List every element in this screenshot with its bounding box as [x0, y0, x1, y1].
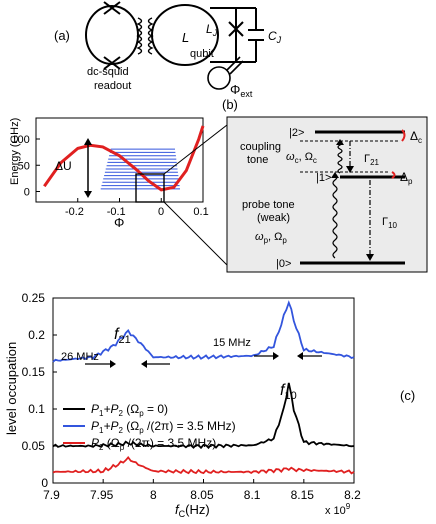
qubit-loop	[151, 4, 264, 66]
coupling-label-2: tone	[247, 154, 268, 166]
delta-p-label: Δp	[400, 170, 413, 186]
spectrum-ylabel: level occupation	[4, 342, 19, 435]
level-diagram-box	[226, 116, 428, 273]
panel-a: (a) L	[54, 1, 282, 99]
gamma10-label: Γ10	[382, 216, 398, 230]
gamma21-label: Γ21	[364, 153, 380, 167]
width-arrows	[85, 352, 322, 368]
label-qubit: qubit	[190, 48, 214, 60]
f10-label: f10	[280, 382, 297, 402]
zoom-line-bottom	[163, 201, 228, 266]
panel-a-tag: (a)	[54, 28, 70, 43]
label-phi-ext: Φext	[230, 82, 253, 99]
spectrum-xtick-label: 8	[150, 488, 157, 502]
width-21-label: 26 MHz	[61, 351, 99, 363]
potential-ytick-label: 100	[11, 134, 29, 146]
spectrum-lines	[52, 300, 355, 475]
deltaU-arrow	[84, 138, 92, 198]
spectrum-line-p1p2-no-probe	[52, 382, 355, 450]
coupling-label-1: coupling	[240, 141, 281, 153]
panel-c-tag: (c)	[400, 388, 415, 403]
probe-arrowhead	[331, 172, 339, 178]
gamma10-arrowhead	[366, 254, 374, 261]
label-dc-squid: dc-squid	[87, 66, 129, 78]
spectrum-ytick-label: 0	[41, 476, 48, 490]
flux-coil	[207, 56, 244, 90]
deltaU-label: ΔU	[55, 159, 72, 173]
potential-xtick-label: -0.2	[65, 206, 84, 218]
panel-b: (b) -0.2 -0.1 0 0.1 0 50 100 Energy (GHz) Φ ΔU	[9, 97, 238, 266]
spectrum-xtick-label: 8.05	[190, 488, 214, 502]
legend-entry: P1+P2 (Ωp = 0)	[91, 402, 168, 418]
spectrum-xlabel: fC(Hz)	[175, 502, 210, 519]
probe-wavy-arrow	[332, 173, 338, 259]
potential-xtick-label: 0	[158, 206, 164, 218]
delta-c-label: Δc	[410, 129, 422, 145]
spectrum-xtick-label: 8.2	[344, 488, 361, 502]
potential-xtick-label: 0.1	[193, 206, 208, 218]
potential-xtick-label: -0.1	[107, 206, 126, 218]
label-CJ: CJ	[268, 29, 282, 45]
spectrum-xtick-label: 7.9	[43, 488, 60, 502]
delta-c-bracket	[401, 129, 406, 142]
spectrum-xtick-label: 8.15	[291, 488, 315, 502]
spectrum-xtick-label: 7.95	[90, 488, 114, 502]
level-1-label: |1>	[316, 172, 331, 184]
probe-label-1: probe tone	[242, 199, 295, 211]
potential-ticks: -0.2 -0.1 0 0.1 0 50 100	[11, 134, 208, 218]
dc-squid-loop	[85, 1, 139, 70]
level-2-label: |2>	[289, 127, 304, 139]
coupling-wavy-arrow	[337, 140, 343, 174]
spectrum-ticks: 7.9 7.95 8 8.05 8.1 8.15 8.2 0 0.05 0.1 0.15 0.2 0.2…	[22, 291, 362, 502]
level-0-label: |0>	[276, 258, 291, 270]
panel-b-tag: (b)	[222, 97, 238, 112]
label-L: L	[182, 30, 189, 45]
width-10-label: 15 MHz	[213, 337, 251, 349]
label-readout: readout	[94, 80, 131, 92]
panel-c: 7.9 7.95 8 8.05 8.1 8.15 8.2 0 0.05 0.1 0.15 0.2 0.2…	[4, 291, 415, 519]
probe-label-2: (weak)	[257, 212, 290, 224]
spectrum-line-p2-probe	[52, 455, 355, 475]
spectrum-line-p1p2-probe	[52, 300, 355, 363]
coupling-arrowhead	[336, 139, 344, 145]
label-LJ: LJ	[206, 22, 218, 38]
spectrum-ytick-label: 0.1	[28, 402, 45, 416]
potential-ytick-label: 50	[18, 160, 30, 172]
legend-entry: P1+P2 (Ωp /(2π) = 3.5 MHz)	[91, 419, 236, 435]
level-diagram: |2> |1> |0> Δc Δp coupling tone ωc, Ωc Γ…	[226, 116, 428, 273]
coupling-inductor	[136, 17, 154, 55]
potential-xlabel: Φ	[114, 215, 124, 230]
f21-label: f21	[114, 326, 131, 346]
zoom-box	[135, 173, 165, 203]
spectrum-axes-frame	[52, 297, 355, 484]
omega-p-label: ωp, Ωp	[255, 231, 287, 245]
x-exponent: x 109	[325, 502, 351, 517]
delta-p-bracket	[391, 171, 396, 179]
spectrum-ytick-label: 0.05	[22, 439, 46, 453]
spectrum-ytick-label: 0.15	[22, 365, 46, 379]
spectrum-xtick-label: 8.1	[244, 488, 261, 502]
potential-ytick-label: 0	[24, 187, 30, 199]
spectrum-ytick-label: 0.25	[22, 291, 46, 305]
potential-ylabel: Energy (GHz)	[9, 118, 21, 185]
spectrum-legend: P1+P2 (Ωp = 0)P1+P2 (Ωp /(2π) = 3.5 MHz)…	[63, 402, 236, 452]
zoom-line-top	[163, 124, 228, 175]
energy-levels	[100, 148, 180, 190]
potential-curve	[43, 125, 205, 192]
legend-entry: P2 (Ωp /(2π) = 3.5 MHz)	[91, 436, 216, 452]
omega-c-label: ωc, Ωc	[286, 151, 317, 165]
gamma21-arrowhead	[346, 166, 354, 173]
spectrum-ytick-label: 0.2	[28, 328, 45, 342]
